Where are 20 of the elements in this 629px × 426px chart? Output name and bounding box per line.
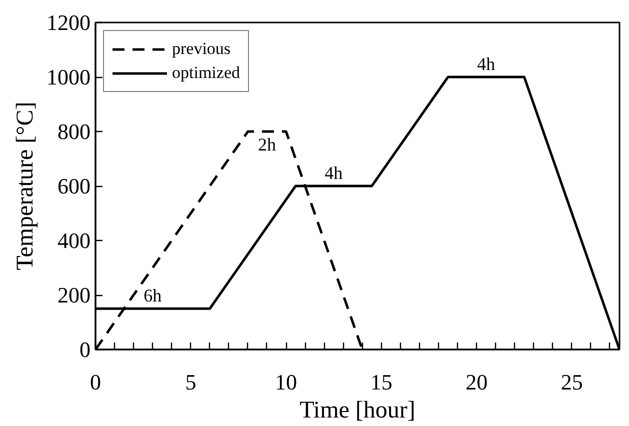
y-tick-label: 600 — [58, 174, 90, 198]
annotation: 4h — [324, 163, 343, 183]
y-tick-label: 200 — [58, 282, 90, 308]
x-tick-label: 20 — [466, 370, 488, 394]
y-tick-label: 0 — [80, 337, 90, 362]
y-tick-label: 800 — [58, 119, 90, 144]
x-tick-label: 5 — [185, 370, 196, 394]
annotation: 4h — [477, 54, 496, 74]
x-tick-label: 10 — [275, 370, 298, 394]
x-tick-label: 25 — [560, 370, 583, 394]
annotation: 6h — [144, 286, 162, 306]
x-tick-label: 15 — [370, 370, 392, 394]
annotation: 2h — [258, 134, 276, 154]
y-tick-label: 1200 — [46, 10, 90, 35]
y-tick-label: 1000 — [46, 64, 90, 90]
y-tick-label: 400 — [58, 228, 90, 253]
y-axis-title: Temperature [°C] — [12, 102, 38, 270]
legend-label: previous — [172, 39, 231, 59]
legend-label: optimized — [172, 63, 240, 83]
x-axis-title: Time [hour] — [300, 398, 416, 424]
